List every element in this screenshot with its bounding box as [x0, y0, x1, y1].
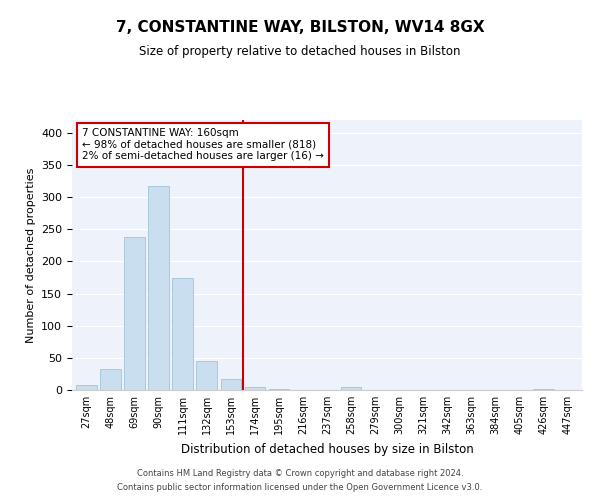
Text: Size of property relative to detached houses in Bilston: Size of property relative to detached ho… [139, 45, 461, 58]
Bar [172, 278, 193, 390]
Bar [148, 186, 169, 390]
Bar [196, 361, 217, 390]
Text: 7, CONSTANTINE WAY, BILSTON, WV14 8GX: 7, CONSTANTINE WAY, BILSTON, WV14 8GX [116, 20, 484, 35]
Bar [100, 370, 121, 390]
X-axis label: Distribution of detached houses by size in Bilston: Distribution of detached houses by size … [181, 442, 473, 456]
Bar [124, 237, 145, 390]
Bar [533, 388, 554, 390]
Text: 7 CONSTANTINE WAY: 160sqm
← 98% of detached houses are smaller (818)
2% of semi-: 7 CONSTANTINE WAY: 160sqm ← 98% of detac… [82, 128, 324, 162]
Bar [245, 387, 265, 390]
Y-axis label: Number of detached properties: Number of detached properties [26, 168, 35, 342]
Bar [76, 385, 97, 390]
Text: Contains HM Land Registry data © Crown copyright and database right 2024.: Contains HM Land Registry data © Crown c… [137, 468, 463, 477]
Bar [341, 388, 361, 390]
Bar [221, 379, 241, 390]
Text: Contains public sector information licensed under the Open Government Licence v3: Contains public sector information licen… [118, 484, 482, 492]
